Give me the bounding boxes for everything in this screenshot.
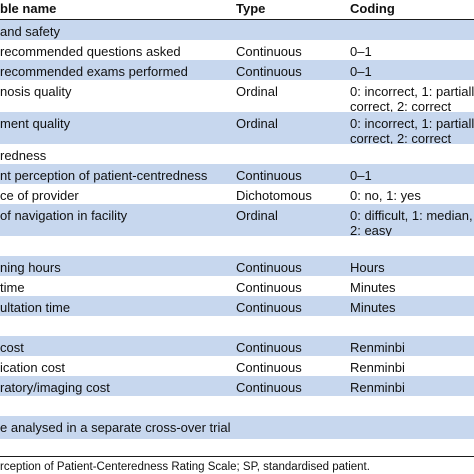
coding-cell: 0: no, 1: yes (350, 188, 421, 203)
type-cell: Continuous (236, 360, 302, 375)
variable-name-cell: ultation time (0, 300, 71, 315)
table-row: and safety (0, 20, 474, 40)
type-cell: Ordinal (236, 84, 278, 99)
coding-cell: 0–1 (350, 64, 372, 79)
table-row: cost Continuous Renminbi (0, 336, 474, 356)
coding-cell-continued: correct, 2: correct (350, 99, 452, 114)
type-cell: Continuous (236, 340, 302, 355)
type-cell: Continuous (236, 168, 302, 183)
variable-name-cell: redness (0, 148, 47, 163)
table-row: ning hours Continuous Hours (0, 256, 474, 276)
header-type: Type (236, 1, 266, 16)
variable-name-cell: and safety (0, 24, 60, 39)
coding-cell: 0–1 (350, 44, 372, 59)
coding-cell-continued: correct, 2: correct (350, 131, 452, 146)
variable-name-cell: recommended questions asked (0, 44, 181, 59)
coding-cell-continued: 2: easy (350, 223, 392, 238)
coding-cell: 0: incorrect, 1: partially (350, 84, 474, 99)
variable-name-cell: ning hours (0, 260, 61, 275)
type-cell: Dichotomous (236, 188, 312, 203)
coding-cell: Minutes (350, 280, 396, 295)
table-row: redness (0, 144, 474, 164)
table-row (0, 236, 474, 256)
variable-name-cell: nt perception of patient-centredness (0, 168, 208, 183)
variable-name-cell: e analysed in a separate cross-over tria… (0, 420, 231, 435)
type-cell: Ordinal (236, 208, 278, 223)
coding-cell: Renminbi (350, 380, 405, 395)
table-row: ication cost Continuous Renminbi (0, 356, 474, 376)
type-cell: Continuous (236, 44, 302, 59)
coding-cell: 0: incorrect, 1: partially (350, 116, 474, 131)
table-bottom-rule (0, 456, 474, 457)
variable-name-cell: ce of provider (0, 188, 79, 203)
variable-name-cell: of navigation in facility (0, 208, 128, 223)
variable-name-cell: recommended exams performed (0, 64, 188, 79)
variable-name-cell: nosis quality (0, 84, 72, 99)
variable-name-cell: ment quality (0, 116, 71, 131)
type-cell: Continuous (236, 300, 302, 315)
variable-name-cell: ication cost (0, 360, 66, 375)
type-cell: Continuous (236, 64, 302, 79)
table-row: ce of provider Dichotomous 0: no, 1: yes (0, 184, 474, 204)
table-row: of navigation in facility Ordinal 0: diffi… (0, 204, 474, 238)
coding-cell: 0–1 (350, 168, 372, 183)
coding-cell: 0: difficult, 1: median, (350, 208, 473, 223)
type-cell: Continuous (236, 380, 302, 395)
table-footnote: rception of Patient-Centeredness Rating … (0, 461, 370, 473)
coding-cell: Minutes (350, 300, 396, 315)
coding-cell: Renminbi (350, 340, 405, 355)
table-row: time Continuous Minutes (0, 276, 474, 296)
table-row: nt perception of patient-centredness Cont… (0, 164, 474, 184)
header-coding: Coding (350, 1, 395, 16)
coding-cell: Hours (350, 260, 385, 275)
header-variable-name: ble name (0, 1, 57, 16)
coding-cell: Renminbi (350, 360, 405, 375)
variable-name-cell: cost (0, 340, 24, 355)
table-row: ultation time Continuous Minutes (0, 296, 474, 316)
table-row: ratory/imaging cost Continuous Renminbi (0, 376, 474, 396)
header-divider (0, 19, 474, 20)
table-row (0, 316, 474, 336)
type-cell: Continuous (236, 280, 302, 295)
variable-name-cell: ratory/imaging cost (0, 380, 110, 395)
variable-name-cell: time (0, 280, 25, 295)
table-row: nosis quality Ordinal 0: incorrect, 1: par… (0, 80, 474, 114)
table-row: ment quality Ordinal 0: incorrect, 1: part… (0, 112, 474, 146)
table-row (0, 396, 474, 416)
type-cell: Ordinal (236, 116, 278, 131)
table-header: ble name Type Coding (0, 0, 474, 20)
table-row: recommended questions asked Continuous 0–1 (0, 40, 474, 60)
table-row: recommended exams performed Continuous 0–1 (0, 60, 474, 80)
type-cell: Continuous (236, 260, 302, 275)
table-row: e analysed in a separate cross-over tria… (0, 416, 474, 439)
